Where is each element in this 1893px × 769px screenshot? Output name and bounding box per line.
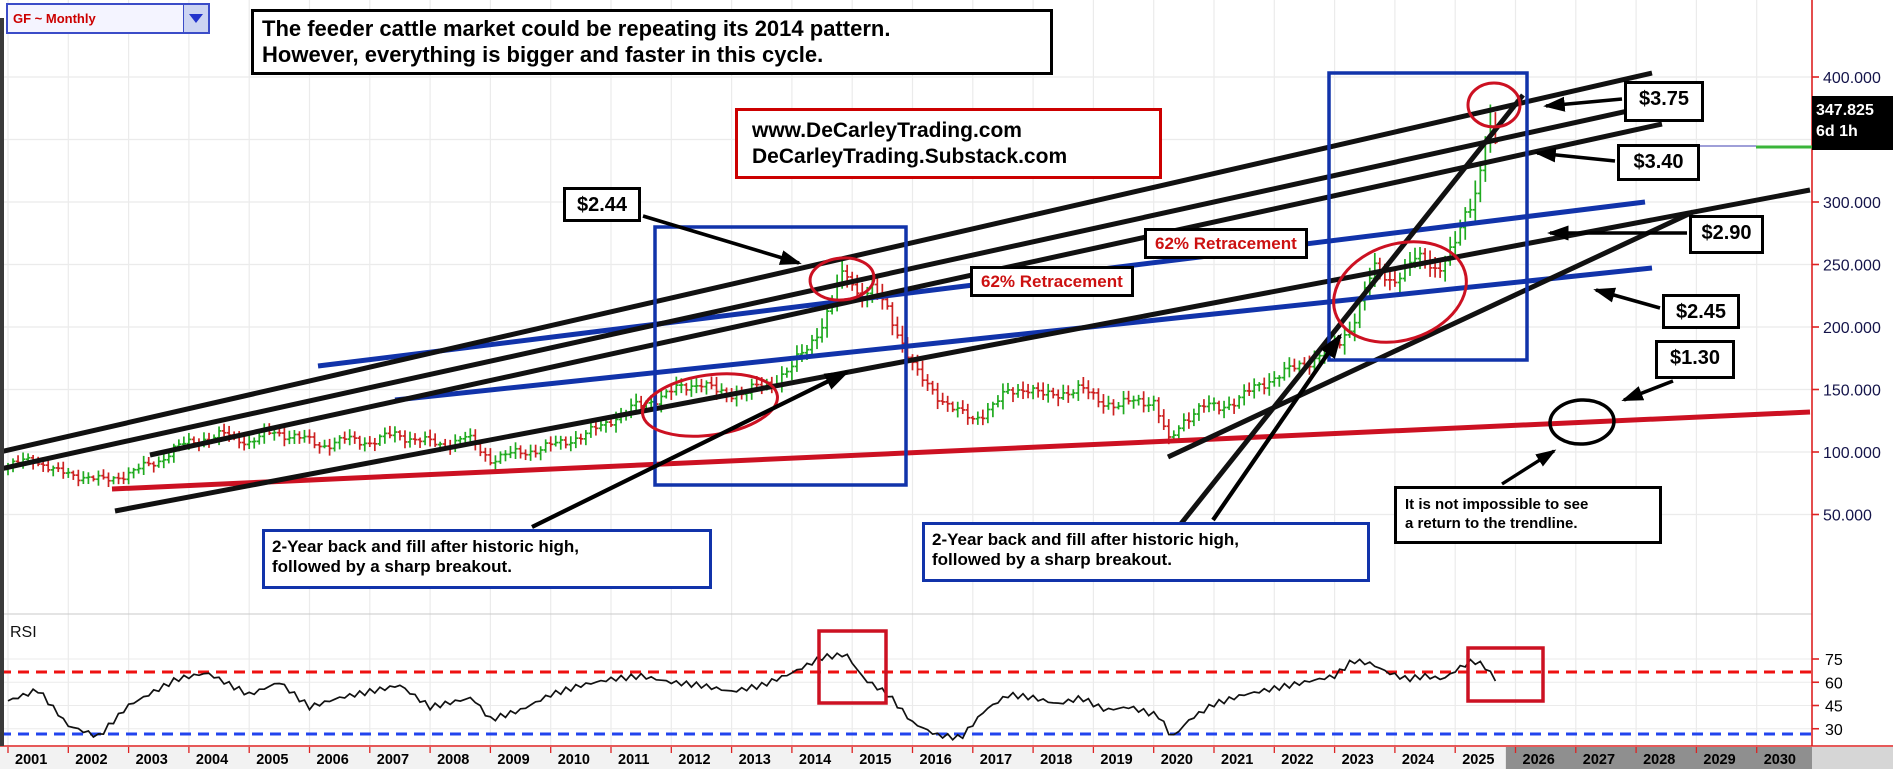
x-axis-year-label: 2001 <box>15 752 47 768</box>
y-axis-price-label: 150.000 <box>1823 383 1881 400</box>
x-axis-year-label: 2008 <box>437 752 469 768</box>
y-axis-price-label: 100.000 <box>1823 445 1881 462</box>
retracement-label[interactable]: 62% Retracement <box>970 266 1134 297</box>
rsi-axis-label: 60 <box>1825 675 1843 692</box>
price-target-label[interactable]: $3.75 <box>1624 81 1704 122</box>
x-axis-year-label: 2026 <box>1523 752 1555 768</box>
x-axis-year-label: 2022 <box>1281 752 1313 768</box>
brand-line2: DeCarleyTrading.Substack.com <box>752 145 1068 168</box>
x-axis-year-label: 2013 <box>739 752 771 768</box>
price-label-arrow-3[interactable] <box>1534 147 1616 163</box>
price-target-label[interactable]: $2.90 <box>1689 215 1764 254</box>
last-price-tag: 347.825 6d 1h <box>1812 96 1893 150</box>
y-axis-price-label: 400.000 <box>1823 70 1881 87</box>
x-axis-year-label: 2002 <box>75 752 107 768</box>
price-label-arrow-5[interactable] <box>1593 287 1661 310</box>
x-axis-year-label: 2021 <box>1221 752 1253 768</box>
note-line2: followed by a sharp breakout. <box>272 557 512 576</box>
pattern-note-annotation[interactable]: 2-Year back and fill after historic high… <box>922 522 1370 582</box>
headline-line2: However, everything is bigger and faster… <box>262 42 824 67</box>
black-trendline-5[interactable] <box>1166 93 1525 542</box>
price-label-arrow-1[interactable] <box>642 214 802 265</box>
rsi-axis-label: 45 <box>1825 699 1843 716</box>
trendline-note-line1: It is not impossible to see <box>1405 496 1589 513</box>
last-price-countdown: 6d 1h <box>1816 123 1858 140</box>
x-axis-year-label: 2030 <box>1764 752 1796 768</box>
note-box-arrow-2[interactable] <box>1211 333 1342 522</box>
x-axis-year-label: 2019 <box>1100 752 1132 768</box>
y-axis-price-label: 50.000 <box>1823 508 1872 525</box>
symbol-interval-dropdown[interactable]: GF ~ Monthly <box>6 3 210 34</box>
x-axis-year-label: 2018 <box>1040 752 1072 768</box>
x-axis-year-label: 2017 <box>980 752 1012 768</box>
headline-annotation[interactable]: The feeder cattle market could be repeat… <box>251 9 1053 75</box>
x-axis-year-label: 2027 <box>1583 752 1615 768</box>
price-label-arrow-2[interactable] <box>1543 96 1623 112</box>
x-axis-year-label: 2011 <box>618 752 649 768</box>
trendline-note-arrow[interactable] <box>1501 449 1557 486</box>
x-axis-year-label: 2023 <box>1342 752 1374 768</box>
red-support-trendline[interactable] <box>111 409 1811 492</box>
trendline-note-line2: a return to the trendline. <box>1405 515 1578 532</box>
rsi-pane-label: RSI <box>10 624 37 641</box>
headline-line1: The feeder cattle market could be repeat… <box>262 16 891 41</box>
red-ellipse-highlight-1[interactable] <box>638 366 781 444</box>
note-line2: followed by a sharp breakout. <box>932 550 1172 569</box>
rsi-axis-label: 30 <box>1825 722 1843 739</box>
price-label-arrow-6[interactable] <box>1621 379 1674 402</box>
x-axis-year-label: 2005 <box>256 752 288 768</box>
chevron-down-icon <box>189 14 203 23</box>
x-axis-year-label: 2010 <box>558 752 590 768</box>
y-axis-price-label: 250.000 <box>1823 258 1881 275</box>
dropdown-button[interactable] <box>183 5 208 32</box>
black-trendline-2[interactable] <box>0 102 1656 472</box>
x-axis-year-label: 2007 <box>377 752 409 768</box>
pattern-note-annotation[interactable]: 2-Year back and fill after historic high… <box>262 529 712 589</box>
consolidation-box-1[interactable] <box>653 225 908 487</box>
x-axis-year-label: 2003 <box>136 752 168 768</box>
red-ellipse-highlight-3[interactable] <box>1320 225 1479 358</box>
y-axis-price-label: 300.000 <box>1823 195 1881 212</box>
x-axis-year-label: 2004 <box>196 752 228 768</box>
consolidation-box-2[interactable] <box>1327 71 1529 362</box>
price-target-label[interactable]: $3.40 <box>1617 144 1700 181</box>
x-axis-year-label: 2014 <box>799 752 831 768</box>
x-axis-year-label: 2012 <box>678 752 710 768</box>
annotation-arrows <box>531 96 1687 529</box>
rsi-highlight-box-2[interactable] <box>1466 646 1545 703</box>
note-box-arrow-1[interactable] <box>531 370 851 529</box>
red-ellipse-highlight-4[interactable] <box>1466 81 1522 129</box>
price-target-label[interactable]: $1.30 <box>1655 340 1735 379</box>
rsi-axis-label: 75 <box>1825 652 1843 669</box>
rsi-highlight-box-1[interactable] <box>817 629 888 705</box>
note-line1: 2-Year back and fill after historic high… <box>272 537 580 556</box>
note-line1: 2-Year back and fill after historic high… <box>932 530 1240 549</box>
x-axis-year-label: 2016 <box>920 752 952 768</box>
pane-left-border <box>0 18 4 746</box>
trendline-note-annotation[interactable]: It is not impossible to see a return to … <box>1394 486 1662 544</box>
brand-line1: www.DeCarleyTrading.com <box>752 119 1022 142</box>
x-axis-year-label: 2015 <box>859 752 891 768</box>
retracement-label[interactable]: 62% Retracement <box>1144 228 1308 259</box>
last-price-value: 347.825 <box>1816 102 1874 119</box>
x-axis-year-label: 2024 <box>1402 752 1434 768</box>
x-axis-year-label: 2025 <box>1462 752 1494 768</box>
rsi-series-line <box>7 652 1497 742</box>
red-ellipse-highlight-2[interactable] <box>808 255 876 302</box>
symbol-interval-value: GF ~ Monthly <box>13 11 96 26</box>
x-axis-year-label: 2028 <box>1643 752 1675 768</box>
x-axis-year-label: 2029 <box>1703 752 1735 768</box>
x-axis-year-label: 2009 <box>497 752 529 768</box>
x-axis-year-label: 2006 <box>317 752 349 768</box>
price-target-label[interactable]: $2.44 <box>563 187 641 222</box>
black-trendline-6[interactable] <box>1166 209 1695 460</box>
x-axis-year-label: 2020 <box>1161 752 1193 768</box>
y-axis-price-label: 200.000 <box>1823 320 1881 337</box>
blue-trendline-2[interactable] <box>394 265 1653 403</box>
price-target-label[interactable]: $2.45 <box>1662 294 1740 329</box>
black-ellipse-trendline-target[interactable] <box>1548 398 1616 446</box>
brand-annotation[interactable]: www.DeCarleyTrading.com DeCarleyTrading.… <box>735 108 1162 179</box>
